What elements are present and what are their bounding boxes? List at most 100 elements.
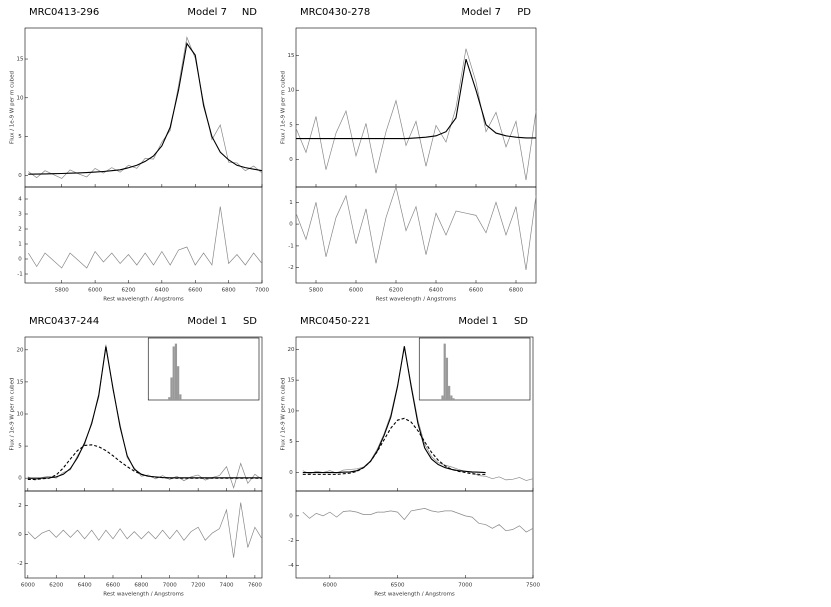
y-tick-label: 0 [289, 470, 293, 476]
x-axis-label: Rest wavelength / Angstroms [376, 297, 457, 303]
residual-y-tick-label: 2 [18, 227, 22, 233]
fit-line [27, 346, 262, 479]
x-tick-label: 6000 [88, 288, 102, 294]
y-tick-label: 5 [289, 439, 293, 445]
y-axis-label: Flux / 1e-9 W per m cubed [10, 378, 16, 451]
component-line [27, 444, 262, 480]
y-tick-label: 15 [288, 378, 295, 384]
residual-frame [295, 490, 534, 579]
residual-y-tick-label: 0 [18, 532, 22, 538]
residual-y-tick-label: -1 [288, 243, 293, 249]
residual-line [302, 508, 534, 533]
x-tick-label: 6400 [78, 583, 92, 589]
class-label: SD [243, 316, 257, 327]
y-axis-label: Flux / 1e-9 W per m cubed [281, 71, 287, 144]
residual-y-tick-label: 0 [18, 257, 22, 263]
inset-bar [452, 398, 455, 400]
x-tick-label: 6200 [389, 288, 403, 294]
fit-line [28, 42, 263, 175]
component-line [302, 417, 486, 475]
inset-frame [418, 337, 531, 401]
x-tick-label: 6200 [49, 583, 63, 589]
model-label: Model 1 [458, 316, 498, 327]
x-tick-label: 7500 [526, 583, 540, 589]
class-label: SD [514, 316, 528, 327]
panel-title: MRC0437-244 [29, 316, 99, 327]
plot-frame [295, 27, 537, 188]
inset-bar [450, 395, 453, 400]
residual-y-tick-label: 1 [289, 200, 293, 206]
spectrum-line [28, 36, 263, 179]
x-tick-label: 6600 [188, 288, 202, 294]
y-axis-label: Flux / 1e-9 W per m cubed [281, 378, 287, 451]
residual-line [27, 502, 263, 558]
residual-frame [24, 490, 263, 579]
y-tick-label: 10 [17, 412, 24, 418]
y-tick-label: 15 [17, 379, 24, 385]
x-axis-label: Rest wavelength / Angstroms [103, 592, 184, 598]
spectrum-line [295, 48, 537, 181]
residual-frame [24, 186, 263, 284]
x-tick-label: 5800 [55, 288, 69, 294]
panel-title: MRC0450-221 [300, 316, 370, 327]
y-tick-label: 0 [289, 157, 293, 163]
inset-bar [172, 346, 175, 400]
x-tick-label: 6400 [155, 288, 169, 294]
x-tick-label: 7400 [220, 583, 234, 589]
x-tick-label: 6800 [222, 288, 236, 294]
fit-line [296, 58, 536, 140]
x-tick-label: 6800 [134, 583, 148, 589]
panel-title: MRC0430-278 [300, 7, 370, 18]
x-tick-label: 6600 [106, 583, 120, 589]
x-axis-label: Rest wavelength / Angstroms [374, 592, 455, 598]
residual-y-tick-label: 3 [18, 212, 22, 218]
x-axis-label: Rest wavelength / Angstroms [103, 297, 184, 303]
class-label: ND [242, 7, 257, 18]
y-tick-label: 5 [18, 444, 22, 450]
model-label: Model 1 [187, 316, 227, 327]
y-tick-label: 10 [288, 408, 295, 414]
x-tick-label: 7000 [458, 583, 472, 589]
x-tick-label: 7200 [191, 583, 205, 589]
fit-line [302, 346, 486, 474]
plot-frame [295, 336, 534, 492]
residual-y-tick-label: -2 [17, 561, 22, 567]
y-tick-label: 20 [17, 347, 24, 353]
residual-y-tick-label: -2 [288, 538, 293, 544]
inset-bar [177, 366, 180, 400]
y-tick-label: 15 [17, 57, 24, 63]
inset-bar [174, 343, 178, 400]
residual-y-tick-label: 0 [289, 513, 293, 519]
residual-y-tick-label: -2 [288, 265, 293, 271]
residual-y-tick-label: -1 [17, 272, 22, 278]
y-tick-label: 0 [18, 173, 22, 179]
panel-title: MRC0413-296 [29, 7, 99, 18]
x-tick-label: 7000 [255, 288, 269, 294]
residual-frame [295, 186, 537, 284]
y-tick-label: 10 [288, 88, 295, 94]
x-tick-label: 7000 [163, 583, 177, 589]
residual-y-tick-label: 0 [289, 222, 293, 228]
inset-bar [441, 395, 444, 400]
y-tick-label: 10 [17, 95, 24, 101]
residual-y-tick-label: 4 [18, 197, 22, 203]
y-tick-label: 0 [18, 476, 22, 482]
x-tick-label: 6000 [323, 583, 337, 589]
inset-bar [445, 357, 449, 400]
x-tick-label: 7600 [248, 583, 262, 589]
model-label: Model 7 [187, 7, 227, 18]
x-tick-label: 6500 [391, 583, 405, 589]
inset-bar [168, 397, 171, 400]
inset-frame [147, 337, 260, 401]
inset-bar [170, 377, 173, 400]
y-axis-label: Flux / 1e-9 W per m cubed [10, 71, 16, 144]
y-tick-label: 20 [288, 347, 295, 353]
y-tick-label: 5 [289, 122, 293, 128]
inset-bar [179, 394, 182, 400]
spectrum-line [27, 344, 263, 489]
x-tick-label: 6000 [349, 288, 363, 294]
plot-frame [24, 336, 263, 492]
x-tick-label: 6000 [21, 583, 35, 589]
